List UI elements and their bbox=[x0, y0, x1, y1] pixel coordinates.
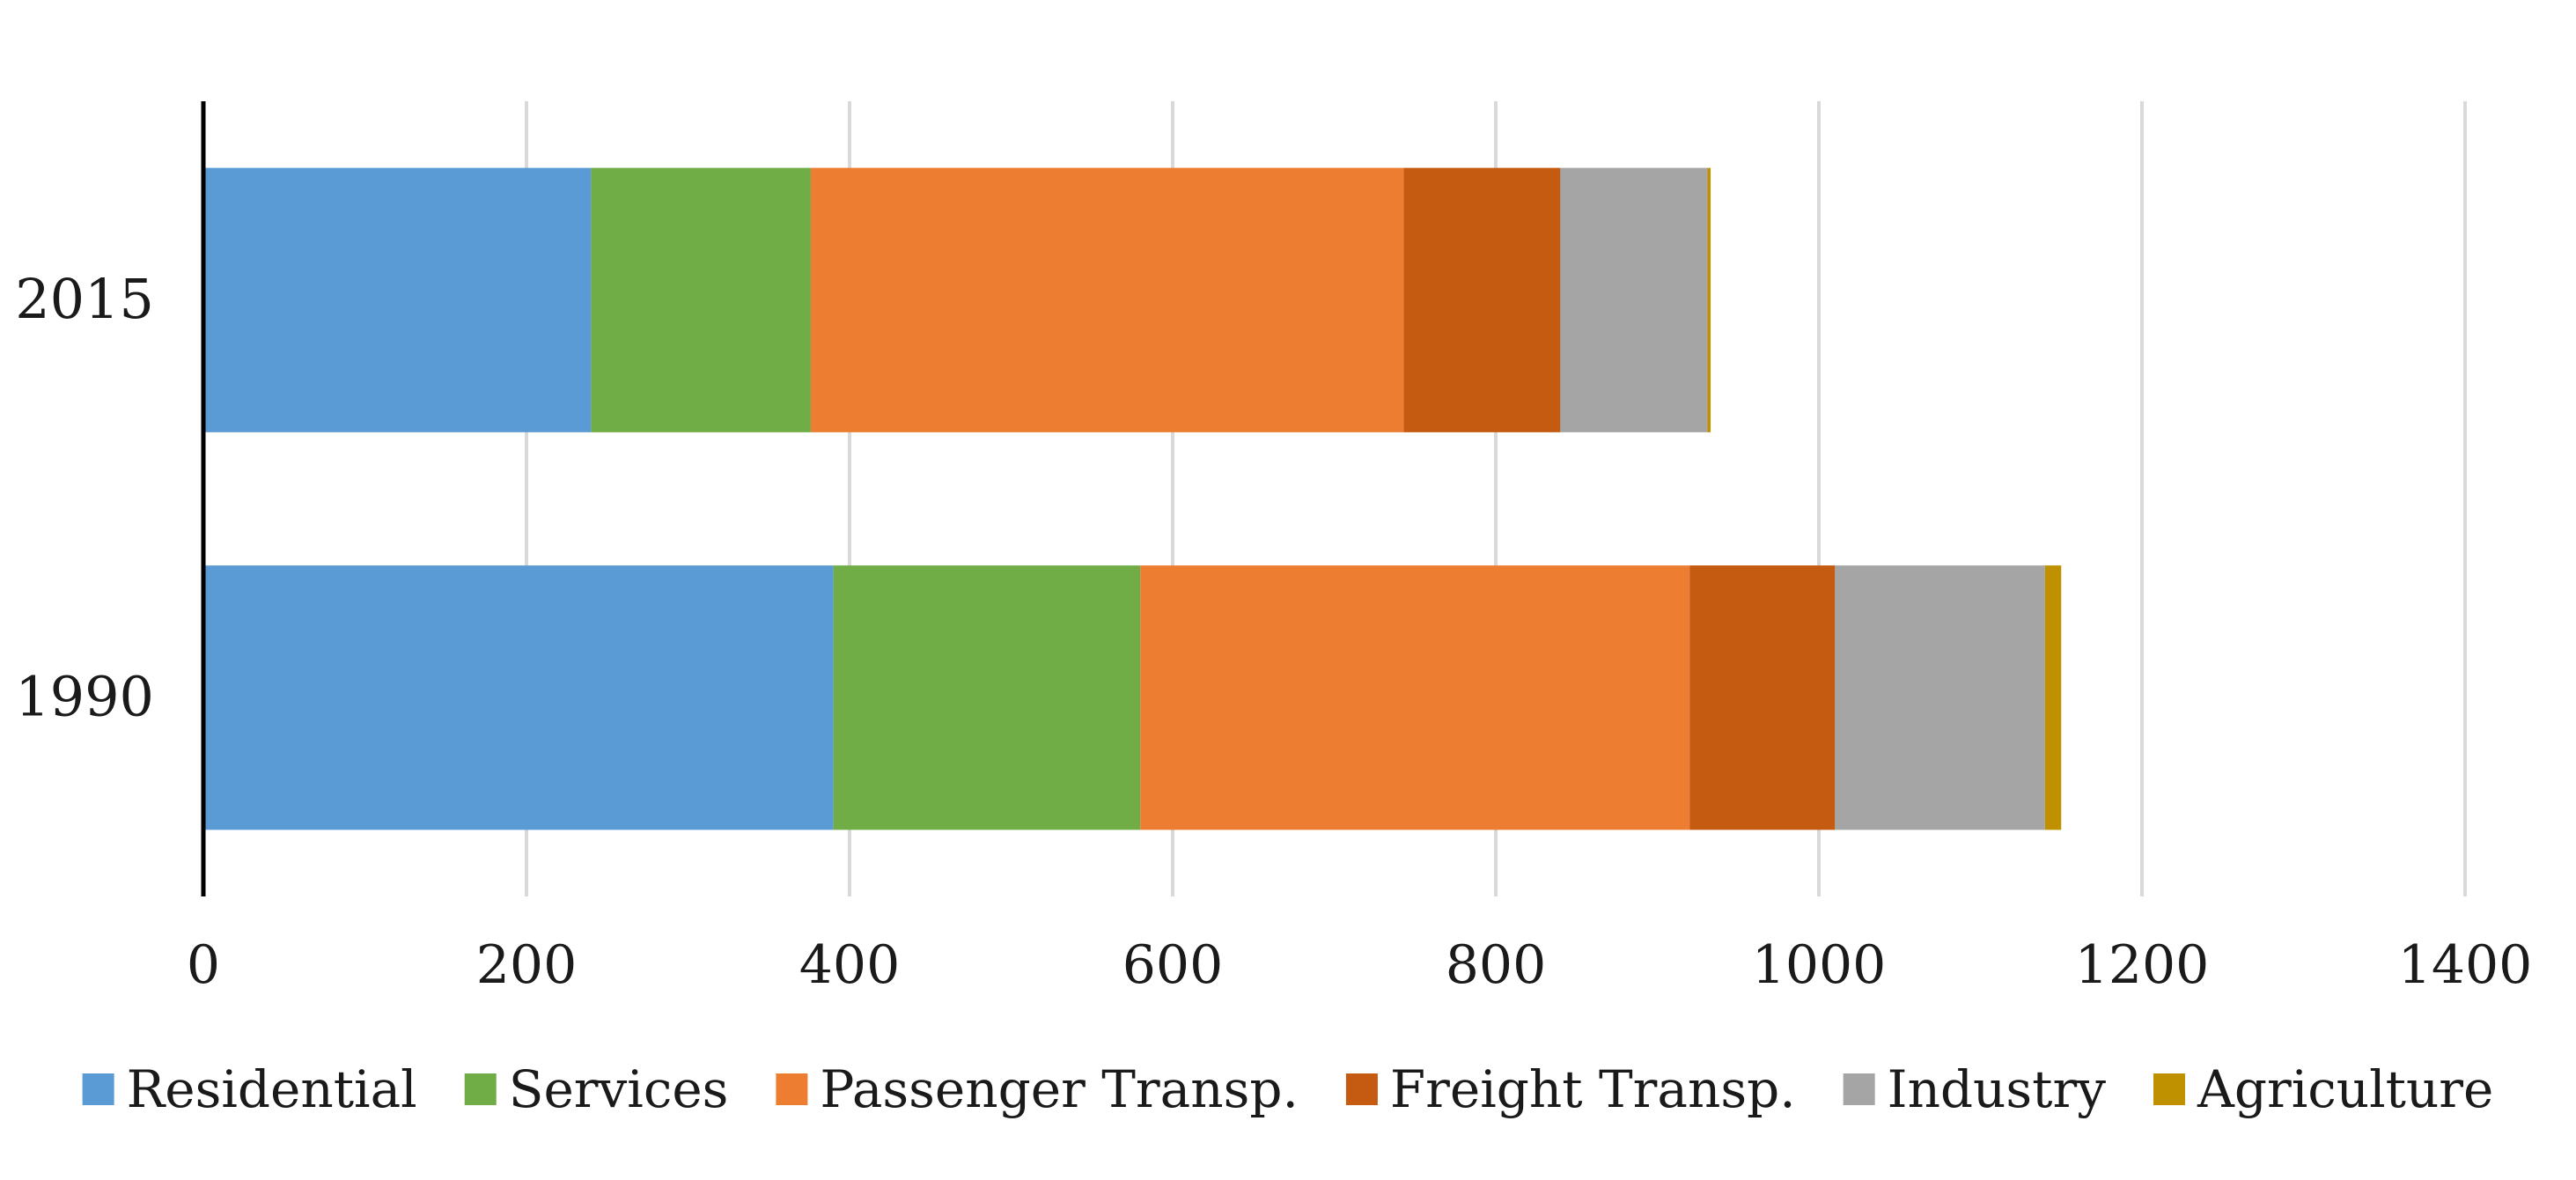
bar-segment-1990-passenger-transp bbox=[1140, 565, 1690, 830]
x-axis-tick-labels: 0 200 400 600 800 1000 1200 1400 bbox=[187, 934, 2532, 996]
legend-label: Agriculture bbox=[2197, 1059, 2493, 1119]
x-tick-label: 200 bbox=[476, 934, 578, 996]
bar-segment-2015-industry bbox=[1560, 167, 1708, 432]
legend-swatch bbox=[776, 1073, 808, 1105]
bar-segment-1990-freight-transp bbox=[1689, 565, 1836, 830]
bars bbox=[203, 167, 2062, 830]
x-tick-label: 800 bbox=[1446, 934, 1547, 996]
bar-segment-1990-services bbox=[833, 565, 1141, 830]
bar-segment-2015-services bbox=[591, 167, 811, 432]
legend-label: Services bbox=[509, 1059, 729, 1119]
bar-segment-1990-industry bbox=[1835, 565, 2045, 830]
y-category-label: 1990 bbox=[15, 664, 154, 728]
x-tick-label: 1000 bbox=[1752, 934, 1887, 996]
bar-segment-1990-agriculture bbox=[2044, 565, 2062, 830]
x-tick-label: 0 bbox=[187, 934, 220, 996]
legend-item: Passenger Transp. bbox=[776, 1059, 1299, 1119]
y-axis-category-labels: 1990 2015 bbox=[15, 267, 154, 729]
x-tick-label: 400 bbox=[799, 934, 901, 996]
legend-label: Freight Transp. bbox=[1390, 1059, 1796, 1119]
legend-item: Industry bbox=[1843, 1059, 2107, 1119]
bar-segment-2015-passenger-transp bbox=[810, 167, 1404, 432]
legend-swatch bbox=[464, 1073, 497, 1105]
legend-label: Industry bbox=[1888, 1059, 2107, 1119]
x-tick-label: 1400 bbox=[2398, 934, 2533, 996]
legend-swatch bbox=[2153, 1073, 2185, 1105]
y-category-label: 2015 bbox=[15, 267, 154, 331]
legend-label: Passenger Transp. bbox=[820, 1059, 1299, 1119]
bar-segment-2015-residential bbox=[203, 167, 592, 432]
legend-swatch bbox=[1843, 1073, 1875, 1105]
legend-swatch bbox=[82, 1073, 114, 1105]
legend-label: Residential bbox=[127, 1059, 417, 1119]
legend-item: Agriculture bbox=[2153, 1059, 2493, 1119]
bar-segment-2015-freight-transp bbox=[1403, 167, 1561, 432]
legend: Residential Services Passenger Transp. Frei… bbox=[82, 1059, 2493, 1119]
legend-item: Residential bbox=[82, 1059, 417, 1119]
x-tick-label: 600 bbox=[1122, 934, 1224, 996]
bar-segment-2015-agriculture bbox=[1707, 167, 1711, 432]
bar-segment-1990-residential bbox=[203, 565, 834, 830]
x-tick-label: 1200 bbox=[2075, 934, 2210, 996]
legend-swatch bbox=[1345, 1073, 1378, 1105]
legend-item: Services bbox=[464, 1059, 729, 1119]
legend-item: Freight Transp. bbox=[1345, 1059, 1796, 1119]
